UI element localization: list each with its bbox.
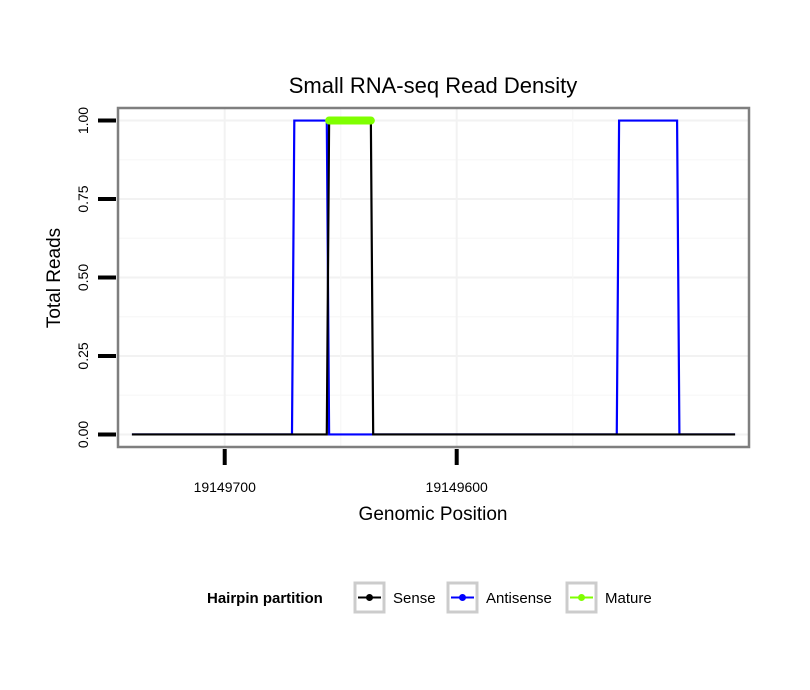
legend-label: Antisense: [486, 590, 552, 607]
x-tick-label: 19149600: [426, 479, 489, 495]
legend-key-point: [459, 594, 466, 601]
legend-item-mature: Mature: [565, 581, 652, 614]
grid-lines: [118, 108, 749, 447]
legend-title: Hairpin partition: [207, 590, 323, 607]
y-tick-label: 0.25: [75, 342, 91, 369]
legend-item-sense: Sense: [353, 581, 436, 614]
legend-label: Sense: [393, 590, 436, 607]
legend-item-antisense: Antisense: [446, 581, 552, 614]
chart-title: Small RNA-seq Read Density: [289, 73, 578, 98]
y-tick-label: 0.75: [75, 185, 91, 212]
y-tick-label: 0.50: [75, 264, 91, 291]
plot-border: [116, 106, 751, 449]
axes: 0.00 0.25 0.50 0.75 1.00 19149700 19149600: [75, 107, 488, 495]
y-tick-label: 0.00: [75, 421, 91, 448]
legend-key-point: [578, 594, 585, 601]
series-lines: [131, 116, 736, 436]
legend-label: Mature: [605, 590, 652, 607]
y-tick-label: 1.00: [75, 107, 91, 134]
legend-key-point: [366, 594, 373, 601]
x-axis-title: Genomic Position: [359, 504, 508, 525]
y-axis-title: Total Reads: [44, 228, 65, 328]
legend: Hairpin partition Sense Antisense Mature: [207, 581, 652, 614]
x-tick-label: 19149700: [194, 479, 257, 495]
